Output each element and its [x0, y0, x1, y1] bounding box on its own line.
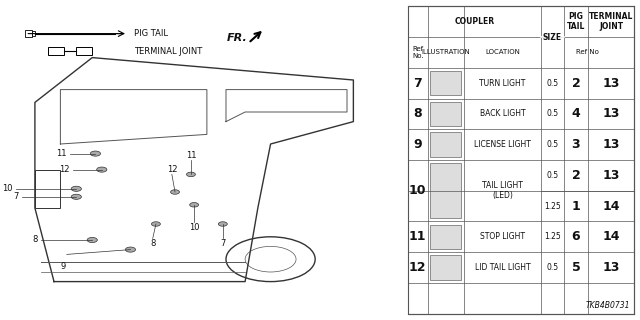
Text: 13: 13 [602, 169, 620, 182]
Text: 8: 8 [33, 236, 38, 244]
Text: 13: 13 [602, 261, 620, 274]
Bar [26, 30, 32, 37]
Text: TKB4B0731: TKB4B0731 [586, 301, 630, 310]
Bar [408, 6, 634, 314]
Text: FR.: FR. [227, 33, 248, 44]
Bar [431, 71, 461, 95]
Circle shape [189, 203, 198, 207]
Text: 7: 7 [413, 77, 422, 90]
Text: 11: 11 [56, 149, 67, 158]
Text: 4: 4 [572, 108, 580, 120]
Text: 1.25: 1.25 [544, 202, 561, 211]
Circle shape [71, 194, 81, 199]
Text: LICENSE LIGHT: LICENSE LIGHT [474, 140, 531, 149]
Circle shape [218, 222, 227, 226]
Text: 11: 11 [186, 151, 196, 160]
Text: 1.25: 1.25 [544, 232, 561, 241]
Text: TERMINAL JOINT: TERMINAL JOINT [134, 47, 202, 56]
Text: TURN LIGHT: TURN LIGHT [479, 79, 525, 88]
Text: 7: 7 [13, 192, 19, 201]
Circle shape [152, 222, 161, 226]
Text: PIG
TAIL: PIG TAIL [567, 12, 585, 31]
Text: TERMINAL
JOINT: TERMINAL JOINT [589, 12, 633, 31]
Circle shape [171, 190, 179, 194]
Text: LOCATION: LOCATION [485, 50, 520, 55]
Text: 9: 9 [61, 262, 66, 271]
Text: 12: 12 [409, 261, 426, 274]
Text: 13: 13 [602, 108, 620, 120]
Text: Ref No: Ref No [576, 50, 598, 55]
Text: 10: 10 [189, 223, 200, 232]
Text: PIG TAIL: PIG TAIL [134, 29, 168, 38]
Text: 12: 12 [60, 165, 70, 174]
Text: 7: 7 [220, 239, 225, 248]
Bar [431, 163, 461, 218]
Text: 0.5: 0.5 [546, 109, 558, 118]
Bar [32, 31, 35, 36]
Circle shape [186, 172, 195, 177]
Text: LID TAIL LIGHT: LID TAIL LIGHT [475, 263, 531, 272]
Circle shape [125, 247, 136, 252]
Bar [47, 47, 63, 55]
Bar [431, 102, 461, 126]
Text: 13: 13 [602, 77, 620, 90]
Text: 5: 5 [572, 261, 580, 274]
Text: STOP LIGHT: STOP LIGHT [480, 232, 525, 241]
Text: TAIL LIGHT
(LED): TAIL LIGHT (LED) [482, 181, 523, 200]
Text: 14: 14 [602, 200, 620, 212]
Text: 11: 11 [409, 230, 426, 243]
Text: Ref
No.: Ref No. [412, 46, 424, 59]
Bar [35, 170, 60, 208]
Text: 0.5: 0.5 [546, 263, 558, 272]
Text: BACK LIGHT: BACK LIGHT [479, 109, 525, 118]
Text: 2: 2 [572, 169, 580, 182]
Text: 9: 9 [413, 138, 422, 151]
Text: 3: 3 [572, 138, 580, 151]
Circle shape [97, 167, 107, 172]
Text: SIZE: SIZE [543, 33, 562, 42]
Text: 8: 8 [413, 108, 422, 120]
Bar [431, 225, 461, 249]
Text: 6: 6 [572, 230, 580, 243]
Text: COUPLER: COUPLER [454, 17, 494, 26]
Text: 8: 8 [150, 239, 156, 248]
Text: 12: 12 [166, 165, 177, 174]
Circle shape [87, 237, 97, 243]
Text: 0.5: 0.5 [546, 140, 558, 149]
Bar [76, 47, 92, 55]
Circle shape [71, 186, 81, 191]
Text: 1: 1 [572, 200, 580, 212]
Text: 14: 14 [602, 230, 620, 243]
Text: 2: 2 [572, 77, 580, 90]
Bar [431, 255, 461, 280]
Text: 0.5: 0.5 [546, 171, 558, 180]
Circle shape [90, 151, 100, 156]
Text: ILLUSTRATION: ILLUSTRATION [422, 50, 470, 55]
Bar [431, 132, 461, 157]
Text: 10: 10 [2, 184, 13, 193]
Text: 10: 10 [409, 184, 426, 197]
Text: 0.5: 0.5 [546, 79, 558, 88]
Text: 13: 13 [602, 138, 620, 151]
